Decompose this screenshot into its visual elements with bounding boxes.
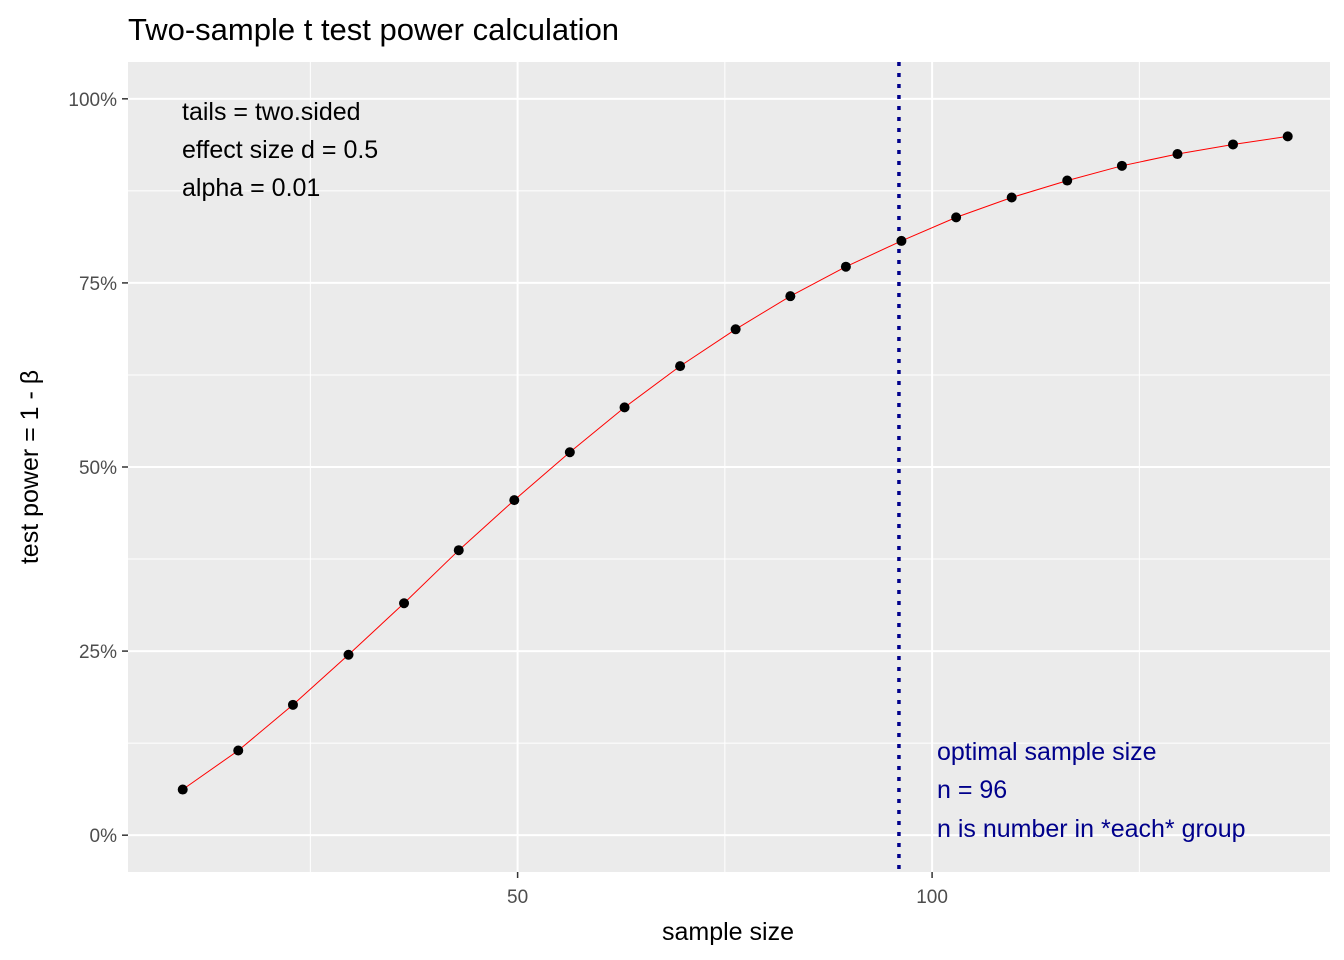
data-point [951,212,962,223]
y-tick-label: 25% [79,642,117,663]
data-point [619,402,630,413]
x-axis-label: sample size [662,918,794,946]
annotation-optimal-title: optimal sample size [937,738,1157,766]
y-tick-label: 0% [90,826,118,847]
data-point [1172,149,1183,160]
y-tick-label: 75% [79,274,117,295]
data-point [730,324,741,335]
x-axis-ticks: 50 100 [507,872,948,908]
grid-major [128,62,1330,872]
annotation-effect-size: effect size d = 0.5 [182,136,378,164]
chart-title: Two-sample t test power calculation [128,12,619,47]
data-point [177,784,188,795]
data-point [785,291,796,302]
data-point [1116,160,1127,171]
y-axis-ticks: 0% 25% 50% 75% 100% [68,90,128,847]
annotation-tails: tails = two.sided [182,98,361,126]
data-point [287,699,298,710]
data-point [343,649,354,660]
data-point [840,261,851,272]
data-point [453,545,464,556]
data-point [509,495,520,506]
data-point [399,598,410,609]
x-tick-label: 50 [507,887,528,908]
y-tick-label: 50% [79,458,117,479]
data-point [564,447,575,458]
y-axis-label: test power = 1 - β [16,370,44,564]
annotation-alpha: alpha = 0.01 [182,174,320,202]
x-tick-label: 100 [916,887,948,908]
power-points [177,131,1293,795]
data-point [233,745,244,756]
annotation-optimal-n: n = 96 [937,776,1007,804]
data-point [896,235,907,246]
data-point [1228,139,1239,150]
y-tick-label: 100% [68,90,117,111]
data-point [675,361,686,372]
params-annotation: tails = two.sided effect size d = 0.5 al… [182,98,378,202]
data-point [1006,192,1017,203]
optimal-annotation: optimal sample size n = 96 n is number i… [937,738,1246,843]
annotation-optimal-note: n is number in *each* group [937,815,1246,843]
data-point [1282,131,1293,142]
data-point [1062,175,1073,186]
